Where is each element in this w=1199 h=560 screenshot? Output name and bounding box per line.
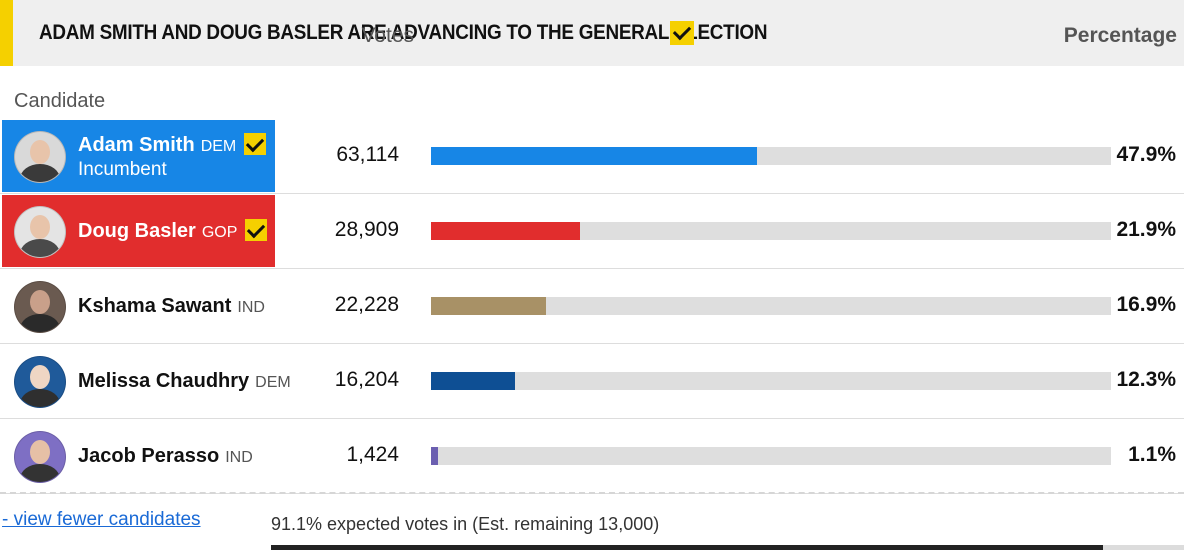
candidate-cell: Melissa Chaudhry DEM xyxy=(2,345,291,417)
avatar xyxy=(14,281,66,333)
vote-bar-fill xyxy=(431,447,439,465)
result-banner: ADAM SMITH AND DOUG BASLER ARE ADVANCING… xyxy=(0,0,1184,66)
vote-bar-track xyxy=(431,372,1111,390)
candidate-row: Kshama Sawant IND 22,228 16.9% xyxy=(0,269,1184,344)
candidate-row: Adam Smith DEM Incumbent 63,114 47.9% xyxy=(0,119,1184,194)
column-header-candidate: Candidate xyxy=(14,90,106,112)
avatar xyxy=(14,206,66,258)
expected-votes-text: 91.1% expected votes in (Est. remaining … xyxy=(271,514,660,534)
party-label: DEM xyxy=(255,374,291,391)
incumbent-label: Incumbent xyxy=(78,159,167,180)
vote-bar-fill xyxy=(431,147,757,165)
avatar xyxy=(14,431,66,483)
checkmark-icon xyxy=(244,132,267,155)
candidate-name: Kshama Sawant xyxy=(78,295,232,317)
candidate-cell: Adam Smith DEM Incumbent xyxy=(2,120,275,192)
party-label: IND xyxy=(237,299,265,316)
column-header-percentage: Percentage xyxy=(1063,24,1177,47)
column-header-votes: Votes xyxy=(361,24,414,47)
vote-count: 28,909 xyxy=(334,218,399,241)
candidate-name: Doug Basler xyxy=(78,220,196,242)
avatar xyxy=(14,356,66,408)
vote-percentage: 21.9% xyxy=(1116,218,1176,241)
vote-bar-fill xyxy=(431,372,515,390)
vote-bar-track xyxy=(431,222,1111,240)
vote-percentage: 47.9% xyxy=(1116,143,1176,166)
vote-bar-track xyxy=(431,447,1111,465)
footer-divider xyxy=(0,492,1184,494)
vote-count: 63,114 xyxy=(336,143,399,166)
candidate-cell: Jacob Perasso IND xyxy=(2,420,275,492)
vote-percentage: 16.9% xyxy=(1116,293,1176,316)
vote-bar-track xyxy=(431,147,1111,165)
vote-count: 1,424 xyxy=(346,443,399,466)
candidate-name: Jacob Perasso xyxy=(78,445,220,467)
vote-percentage: 12.3% xyxy=(1116,368,1176,391)
avatar xyxy=(14,131,66,183)
vote-bar-fill xyxy=(431,297,546,315)
vote-bar-track xyxy=(431,297,1111,315)
candidate-row: Melissa Chaudhry DEM 16,204 12.3% xyxy=(0,344,1184,419)
banner-text: ADAM SMITH AND DOUG BASLER ARE ADVANCING… xyxy=(39,21,768,44)
view-fewer-candidates-link[interactable]: - view fewer candidates xyxy=(2,509,201,530)
candidate-row: Doug Basler GOP 28,909 21.9% xyxy=(0,194,1184,269)
vote-percentage: 1.1% xyxy=(1128,443,1176,466)
checkmark-icon xyxy=(670,21,694,45)
expected-votes-bar-fill xyxy=(271,545,1103,550)
candidate-name: Adam Smith xyxy=(78,134,195,156)
vote-bar-fill xyxy=(431,222,580,240)
party-label: DEM xyxy=(200,138,237,155)
party-label: GOP xyxy=(201,224,238,241)
vote-count: 16,204 xyxy=(334,368,399,391)
vote-count: 22,228 xyxy=(334,293,399,316)
party-label: IND xyxy=(225,449,253,466)
checkmark-icon xyxy=(245,218,268,241)
candidate-cell: Kshama Sawant IND xyxy=(2,270,275,342)
candidate-row: Jacob Perasso IND 1,424 1.1% xyxy=(0,419,1184,494)
expected-votes-bar-track xyxy=(271,545,1184,550)
banner-accent-stripe xyxy=(0,0,13,66)
candidate-cell: Doug Basler GOP xyxy=(2,195,275,267)
candidate-name: Melissa Chaudhry xyxy=(78,370,250,392)
